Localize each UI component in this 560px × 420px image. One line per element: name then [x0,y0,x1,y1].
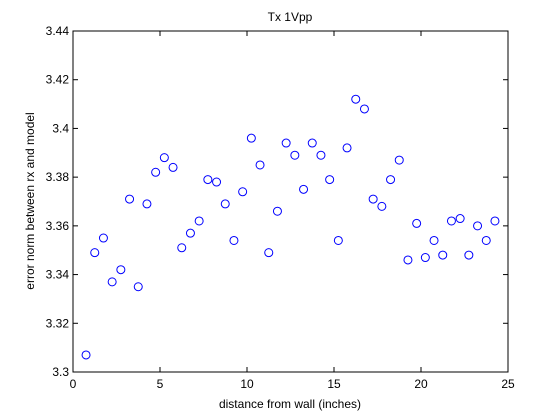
x-tick-label: 25 [501,377,515,391]
data-point [185,228,195,238]
y-tick-label: 3.38 [46,170,70,184]
x-tick-label: 0 [70,377,77,391]
data-point [168,162,178,172]
data-point [203,175,213,185]
data-point [81,350,91,360]
chart-title: Tx 1Vpp [268,10,313,24]
x-tick-label: 10 [240,377,254,391]
data-point [464,250,474,260]
data-point [473,221,483,231]
y-tick-label: 3.42 [46,73,70,87]
data-point [264,248,274,258]
data-point [220,199,230,209]
x-tick-label: 5 [157,377,164,391]
data-point [359,104,369,114]
x-axis: 0 5 10 15 20 25 [70,31,515,391]
data-point [481,235,491,245]
data-point [325,175,335,185]
y-axis: 3.3 3.32 3.34 3.36 3.38 3.4 3.42 3.44 [46,24,508,379]
data-point [229,235,239,245]
data-point [412,218,422,228]
x-axis-title: distance from wall (inches) [219,397,361,411]
data-point [290,150,300,160]
data-point [159,153,169,163]
data-point [194,216,204,226]
data-point [107,277,117,287]
data-point [394,155,404,165]
data-point [116,265,126,275]
y-tick-label: 3.32 [46,316,70,330]
y-axis-title: error norm between rx and model [23,112,37,289]
data-point [299,184,309,194]
data-point [281,138,291,148]
data-point [368,194,378,204]
data-point [333,235,343,245]
y-tick-label: 3.44 [46,24,70,38]
data-point [316,150,326,160]
data-point [438,250,448,260]
data-point [125,194,135,204]
y-tick-label: 3.3 [52,365,69,379]
data-point [151,167,161,177]
data-point [238,187,248,197]
data-point [386,175,396,185]
data-series [81,94,500,360]
data-point [446,216,456,226]
data-point [272,206,282,216]
plot-area [72,30,509,373]
data-point [90,248,100,258]
data-point [98,233,108,243]
data-point [177,243,187,253]
y-tick-label: 3.34 [46,268,70,282]
x-tick-label: 20 [414,377,428,391]
data-point [246,133,256,143]
y-tick-label: 3.4 [52,121,69,135]
y-tick-label: 3.36 [46,219,70,233]
data-point [133,282,143,292]
data-point [212,177,222,187]
data-point [342,143,352,153]
data-point [420,253,430,263]
data-point [377,201,387,211]
data-point [490,216,500,226]
data-point [403,255,413,265]
data-point [351,94,361,104]
data-point [429,235,439,245]
x-tick-label: 15 [327,377,341,391]
data-point [455,214,465,224]
data-point [142,199,152,209]
data-point [307,138,317,148]
data-point [255,160,265,170]
